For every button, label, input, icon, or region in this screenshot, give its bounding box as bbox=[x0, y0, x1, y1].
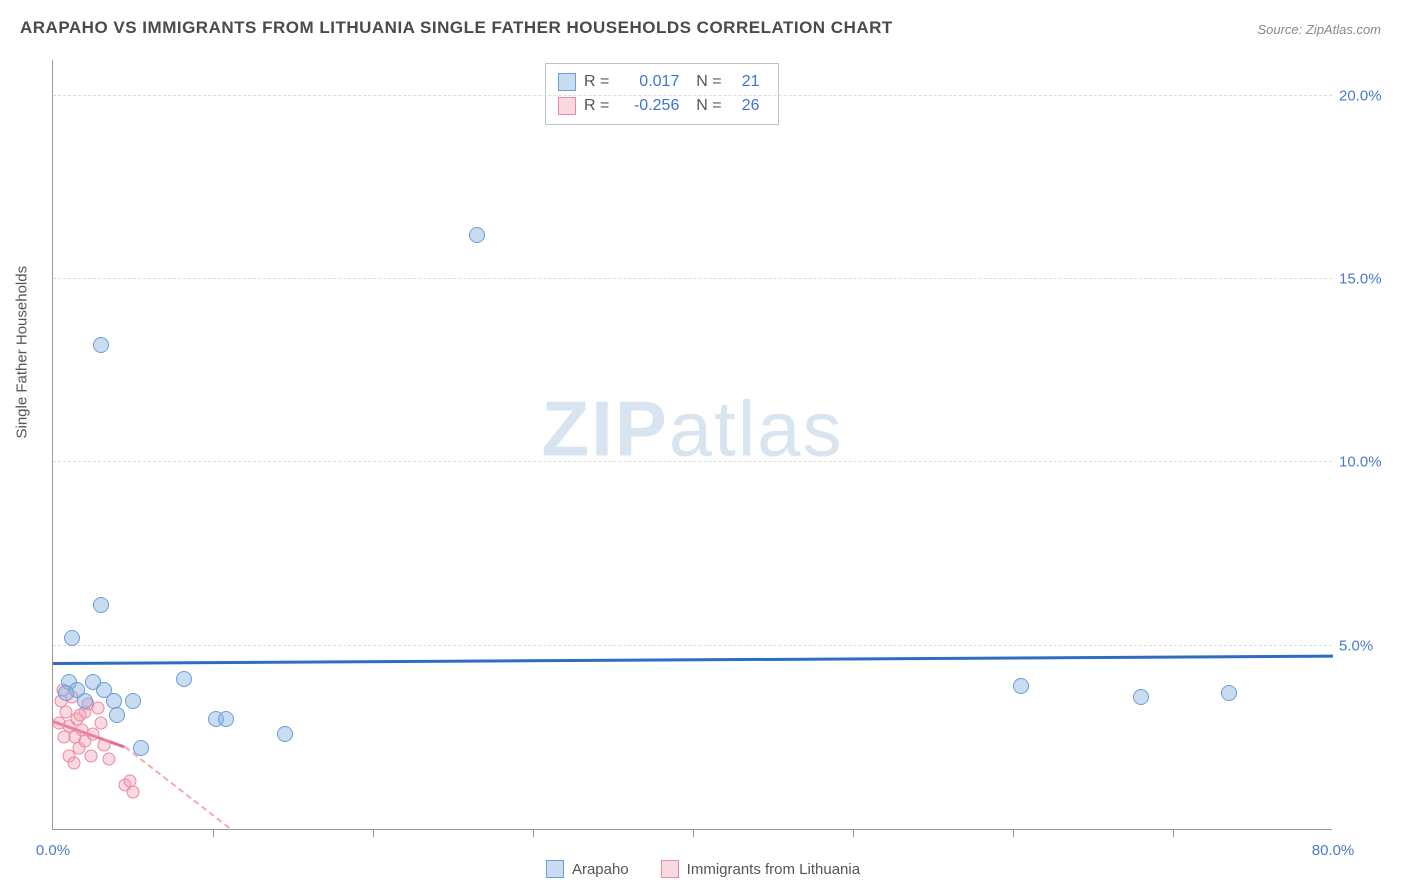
stat-row-arapaho: R = 0.017 N = 21 bbox=[558, 70, 760, 94]
swatch-pink-icon bbox=[558, 97, 576, 115]
data-point bbox=[77, 693, 93, 709]
data-point bbox=[469, 227, 485, 243]
data-point bbox=[85, 749, 98, 762]
data-point bbox=[93, 337, 109, 353]
stat-r-label: R = bbox=[584, 70, 609, 94]
stat-r-label: R = bbox=[584, 94, 609, 118]
x-tick bbox=[213, 829, 214, 837]
data-point bbox=[133, 740, 149, 756]
gridline-h bbox=[53, 278, 1332, 279]
y-axis-label: Single Father Households bbox=[14, 266, 31, 439]
x-tick bbox=[373, 829, 374, 837]
stat-row-lithuania: R = -0.256 N = 26 bbox=[558, 94, 760, 118]
trend-line bbox=[53, 654, 1333, 664]
y-tick-label: 20.0% bbox=[1339, 87, 1394, 104]
data-point bbox=[53, 716, 66, 729]
stat-n-value: 21 bbox=[730, 70, 760, 94]
stat-r-value: 0.017 bbox=[617, 70, 679, 94]
trend-line bbox=[124, 747, 229, 829]
gridline-h bbox=[53, 461, 1332, 462]
chart-title: ARAPAHO VS IMMIGRANTS FROM LITHUANIA SIN… bbox=[20, 18, 893, 38]
legend-item-lithuania: Immigrants from Lithuania bbox=[661, 860, 860, 878]
gridline-h bbox=[53, 95, 1332, 96]
data-point bbox=[87, 727, 100, 740]
swatch-pink-icon bbox=[661, 860, 679, 878]
data-point bbox=[277, 726, 293, 742]
stat-n-value: 26 bbox=[730, 94, 760, 118]
data-point bbox=[123, 775, 136, 788]
data-point bbox=[74, 709, 87, 722]
x-tick-label: 0.0% bbox=[36, 842, 70, 859]
data-point bbox=[109, 707, 125, 723]
y-tick-label: 15.0% bbox=[1339, 271, 1394, 288]
stat-n-label: N = bbox=[687, 94, 721, 118]
data-point bbox=[218, 711, 234, 727]
stat-r-value: -0.256 bbox=[617, 94, 679, 118]
scatter-plot: ZIPatlas R = 0.017 N = 21 R = -0.256 N =… bbox=[52, 60, 1332, 830]
data-point bbox=[64, 630, 80, 646]
gridline-h bbox=[53, 645, 1332, 646]
swatch-blue-icon bbox=[558, 73, 576, 91]
x-tick bbox=[853, 829, 854, 837]
swatch-blue-icon bbox=[546, 860, 564, 878]
data-point bbox=[91, 702, 104, 715]
bottom-legend: Arapaho Immigrants from Lithuania bbox=[546, 860, 860, 878]
y-tick-label: 5.0% bbox=[1339, 637, 1394, 654]
x-tick bbox=[533, 829, 534, 837]
legend-label: Arapaho bbox=[572, 861, 629, 878]
data-point bbox=[58, 731, 71, 744]
data-point bbox=[96, 682, 112, 698]
x-tick bbox=[1013, 829, 1014, 837]
data-point bbox=[103, 753, 116, 766]
source-label: Source: ZipAtlas.com bbox=[1257, 22, 1381, 37]
data-point bbox=[93, 597, 109, 613]
data-point bbox=[67, 757, 80, 770]
data-point bbox=[176, 671, 192, 687]
data-point bbox=[58, 685, 74, 701]
x-tick bbox=[693, 829, 694, 837]
data-point bbox=[1013, 678, 1029, 694]
data-point bbox=[95, 716, 108, 729]
data-point bbox=[1133, 689, 1149, 705]
data-point bbox=[98, 738, 111, 751]
stat-n-label: N = bbox=[687, 70, 721, 94]
legend-label: Immigrants from Lithuania bbox=[687, 861, 860, 878]
y-tick-label: 10.0% bbox=[1339, 454, 1394, 471]
legend-item-arapaho: Arapaho bbox=[546, 860, 629, 878]
data-point bbox=[1221, 685, 1237, 701]
x-tick bbox=[1173, 829, 1174, 837]
x-tick-label: 80.0% bbox=[1312, 842, 1355, 859]
data-point bbox=[125, 693, 141, 709]
